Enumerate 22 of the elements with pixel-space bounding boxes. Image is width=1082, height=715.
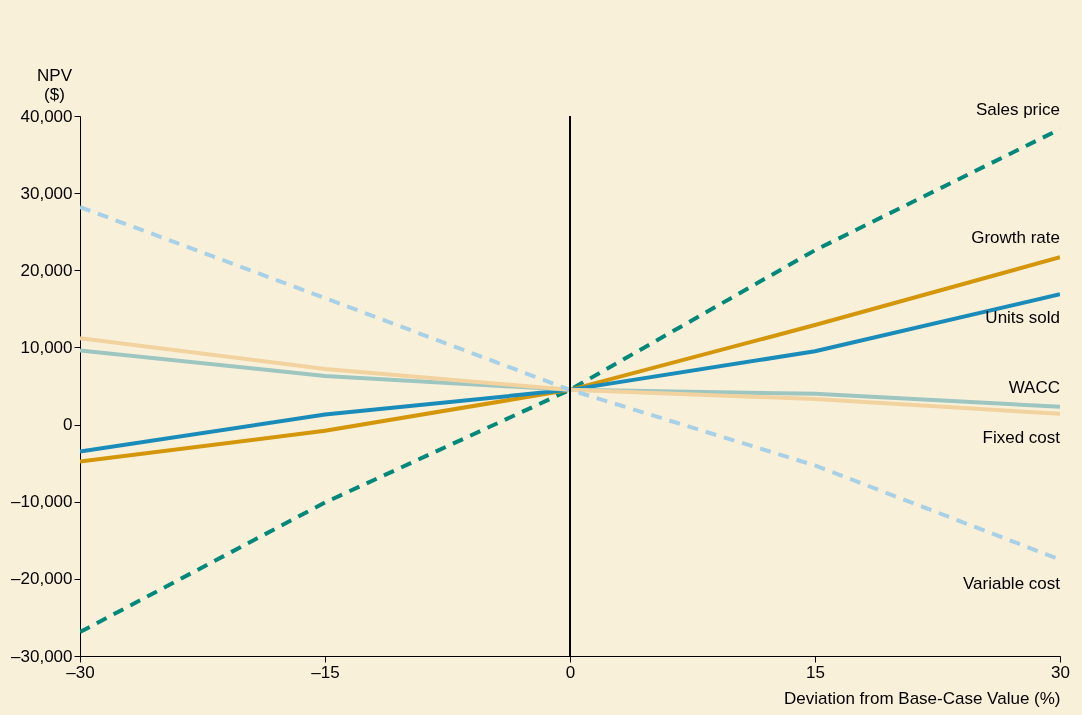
x-tick-label: 15 xyxy=(806,662,825,682)
y-tick-label: 30,000 xyxy=(20,183,73,203)
y-tick-label: 0 xyxy=(63,415,73,435)
series-label: Fixed cost xyxy=(982,427,1061,447)
y-tick-label: 10,000 xyxy=(20,337,73,357)
x-tick-label: –15 xyxy=(311,662,340,682)
y-tick-label: 20,000 xyxy=(20,260,73,280)
line-series xyxy=(80,255,1060,464)
y-tick-label: –10,000 xyxy=(11,492,73,512)
series-label: WACC xyxy=(1008,377,1060,397)
series-label: Variable cost xyxy=(962,573,1061,593)
y-axis-title: NPV ($) xyxy=(37,65,73,104)
line-series xyxy=(80,292,1060,454)
line-series xyxy=(80,336,1060,416)
x-tick-label: 30 xyxy=(1051,662,1070,682)
y-tick-label: 40,000 xyxy=(20,106,73,126)
y-tick-label: –20,000 xyxy=(11,569,73,589)
series-label: Units sold xyxy=(985,308,1060,328)
x-tick-label: 0 xyxy=(565,662,576,682)
x-axis-title: Deviation from Base-Case Value (%) xyxy=(783,688,1061,708)
series-label: Growth rate xyxy=(971,228,1060,248)
series-label: Sales price xyxy=(975,100,1060,120)
